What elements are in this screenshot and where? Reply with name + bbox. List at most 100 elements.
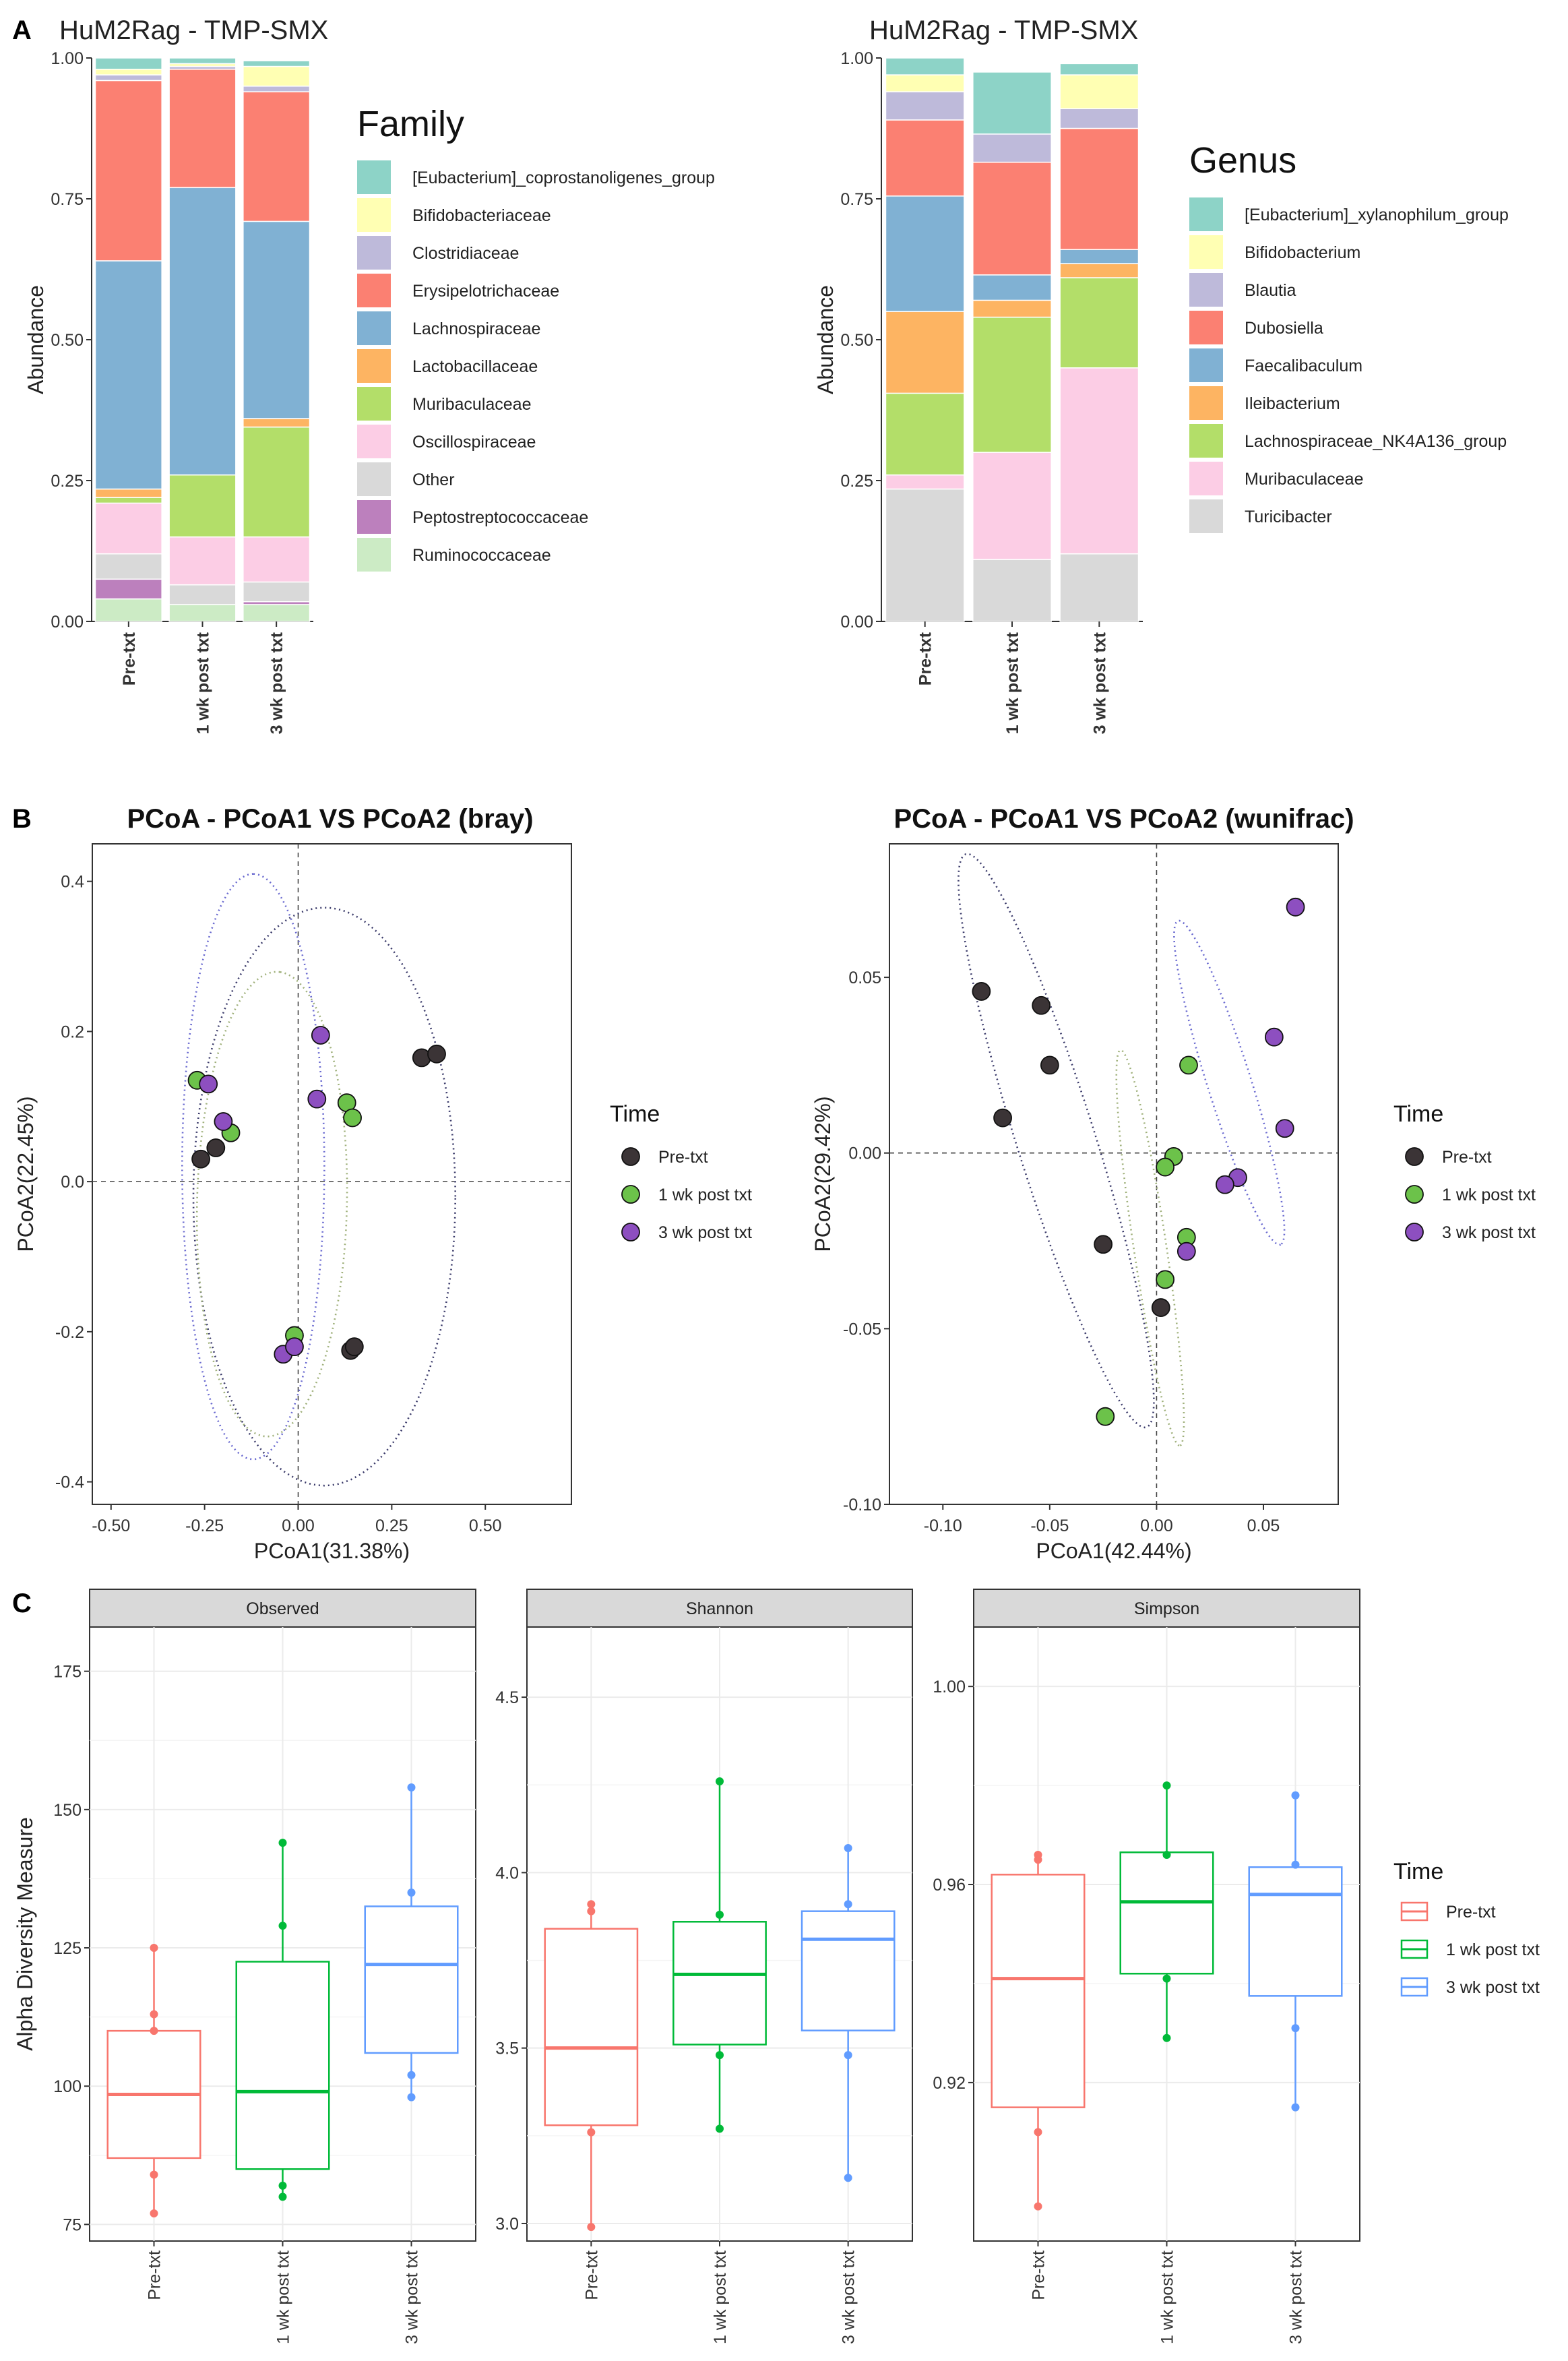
y-axis-title: Abundance [24, 285, 48, 394]
data-point [407, 2093, 416, 2102]
y-tick-label: 0.00 [848, 1144, 881, 1163]
scatter-point [1096, 1407, 1115, 1426]
bar-segment [1059, 127, 1139, 250]
box [991, 1874, 1086, 2108]
facet-strip [89, 1589, 476, 1628]
confidence-ellipse [195, 971, 348, 1438]
legend-label: Ruminococcaceae [412, 546, 551, 565]
boxplot-0: Observed 75 100 125 150 175 Pre-txt 1 wk post t… [13, 1589, 476, 2344]
legend-title: Genus [1189, 140, 1296, 181]
legend-label: 3 wk post txt [1442, 1223, 1536, 1242]
chart-title: PCoA - PCoA1 VS PCoA2 (wunifrac) [893, 804, 1354, 834]
x-tick-label: 1 wk post txt [274, 2250, 293, 2344]
confidence-ellipse [181, 873, 325, 1461]
bar-segment [94, 260, 162, 490]
bar-segment [94, 57, 162, 70]
bar-segment [885, 74, 965, 92]
x-tick-label: Pre-txt [120, 632, 139, 685]
x-tick-label: -0.50 [92, 1516, 130, 1535]
bar-segment [885, 311, 965, 394]
data-point [150, 2027, 158, 2035]
bar-segment [1059, 108, 1139, 129]
y-tick-label: 0.50 [51, 331, 84, 350]
legend-label: Peptostreptococcaceae [412, 508, 588, 527]
y-tick-label: 0.25 [840, 472, 873, 491]
legend-swatch [357, 500, 391, 534]
data-point [587, 1907, 596, 1915]
legend-swatch [1189, 499, 1223, 533]
bar-segment [885, 488, 965, 622]
facet-title: Shannon [686, 1599, 753, 1618]
legend-label: 1 wk post txt [1446, 1940, 1540, 1959]
x-tick-label: 3 wk post txt [1287, 2250, 1306, 2344]
legend-swatch [357, 538, 391, 572]
scatter-point [427, 1044, 446, 1064]
legend-swatch [1189, 386, 1223, 420]
x-tick-label: 1 wk post txt [1158, 2250, 1177, 2344]
facet-title: Observed [246, 1599, 319, 1618]
bar-segment [94, 80, 162, 262]
bar-segment [168, 57, 237, 65]
legend-swatch [1189, 197, 1223, 231]
y-tick-label: 1.00 [933, 1678, 966, 1696]
legend-title: Time [610, 1101, 660, 1127]
y-tick-label: 0.75 [51, 190, 84, 209]
bar-segment [885, 474, 965, 490]
bar-segment [243, 60, 311, 67]
x-tick-label: 1 wk post txt [711, 2250, 730, 2344]
facet-strip [526, 1589, 913, 1628]
x-tick-label: Pre-txt [146, 2250, 164, 2300]
legend-label: Clostridiaceae [412, 244, 519, 263]
scatter-point [993, 1108, 1012, 1128]
scatter-point [1264, 1027, 1284, 1047]
box [235, 1961, 330, 2170]
x-tick-label: 0.05 [1247, 1516, 1280, 1535]
legend-swatch [357, 462, 391, 496]
legend-marker [621, 1185, 640, 1204]
legend-label: 1 wk post txt [1442, 1186, 1536, 1204]
y-tick-label: -0.05 [843, 1320, 881, 1339]
y-tick-label: 0.00 [51, 613, 84, 632]
legend-title: Time [1393, 1859, 1443, 1884]
data-point [407, 1888, 416, 1897]
chart-title: PCoA - PCoA1 VS PCoA2 (bray) [127, 804, 533, 834]
data-point [1291, 2103, 1300, 2112]
pcoa-chart-0: PCoA - PCoA1 VS PCoA2 (bray) -0.50 -0.25 0.… [13, 804, 752, 1563]
scatter-point [1286, 897, 1305, 917]
legend-label: Oscillospiraceae [412, 433, 536, 452]
bar-segment [885, 57, 965, 75]
x-tick-label: Pre-txt [582, 2250, 601, 2300]
scatter-point [1177, 1241, 1196, 1261]
legend-label: Lactobacillaceae [412, 357, 538, 376]
y-tick-label: 0.2 [61, 1022, 84, 1041]
bar-segment [94, 502, 162, 555]
box [1248, 1866, 1343, 1997]
data-point [587, 2223, 596, 2232]
scatter-point [1156, 1270, 1175, 1289]
bar-segment [885, 195, 965, 312]
legend-label: Turicibacter [1245, 508, 1332, 526]
x-tick-label: Pre-txt [916, 632, 935, 685]
legend-label: Muribaculaceae [1245, 470, 1364, 489]
x-tick-label: 3 wk post txt [840, 2250, 858, 2344]
bar-segment [94, 74, 162, 82]
data-point [1291, 2024, 1300, 2033]
chart-title: HuM2Rag - TMP-SMX [869, 16, 1138, 45]
y-tick-label: 175 [53, 1663, 82, 1682]
data-point [716, 1910, 724, 1919]
facet-title: Simpson [1134, 1599, 1199, 1618]
bar-segment [1059, 277, 1139, 369]
scatter-point [344, 1337, 364, 1357]
bar-segment [168, 68, 237, 189]
data-point [1034, 1850, 1042, 1859]
legend-label: Erysipelotrichaceae [412, 282, 559, 301]
legend-label: Pre-txt [1446, 1903, 1496, 1922]
legend-swatch [1189, 273, 1223, 307]
bar-segment [94, 553, 162, 580]
legend-marker [1405, 1147, 1424, 1166]
y-tick-label: 4.0 [495, 1864, 519, 1882]
legend-swatch [357, 387, 391, 421]
scatter-point [206, 1138, 226, 1157]
data-point [1291, 1791, 1300, 1800]
y-tick-label: 0.50 [840, 331, 873, 350]
